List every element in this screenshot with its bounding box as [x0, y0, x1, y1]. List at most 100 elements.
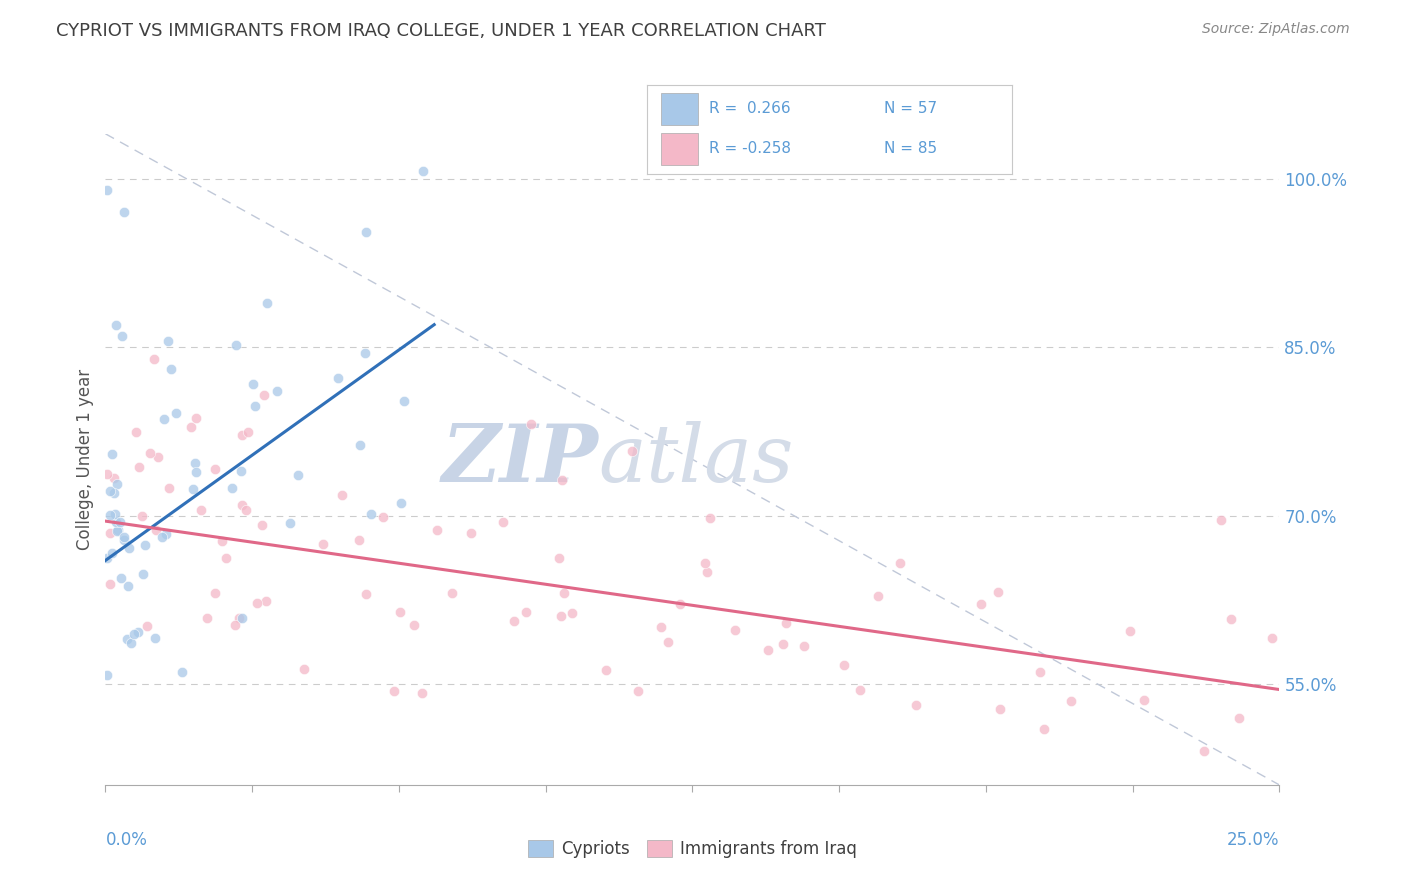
Point: [669, 597, 692, 611]
Point: [553, 586, 575, 600]
Point: [181, 482, 204, 496]
Point: [195, 611, 218, 625]
Point: [693, 556, 716, 570]
Point: [866, 589, 889, 603]
Point: [156, 334, 179, 349]
Point: [115, 632, 138, 647]
Text: Source: ZipAtlas.com: Source: ZipAtlas.com: [1202, 22, 1350, 37]
Text: R =  0.266: R = 0.266: [709, 102, 790, 116]
Point: [231, 498, 253, 512]
Point: [105, 476, 128, 491]
Text: N = 85: N = 85: [884, 142, 938, 156]
Point: [724, 623, 747, 637]
Point: [287, 468, 309, 483]
Point: [100, 447, 122, 461]
Point: [626, 683, 648, 698]
Point: [157, 482, 180, 496]
FancyBboxPatch shape: [661, 93, 697, 125]
Point: [110, 571, 132, 585]
Point: [254, 593, 277, 607]
Point: [440, 585, 463, 599]
Point: [100, 484, 122, 499]
Point: [905, 698, 928, 712]
Point: [1227, 711, 1250, 725]
Point: [112, 530, 135, 544]
Point: [152, 412, 174, 426]
Point: [215, 550, 238, 565]
Point: [412, 164, 434, 178]
Point: [170, 665, 193, 680]
Point: [775, 616, 797, 631]
Point: [389, 605, 412, 619]
Text: CYPRIOT VS IMMIGRANTS FROM IRAQ COLLEGE, UNDER 1 YEAR CORRELATION CHART: CYPRIOT VS IMMIGRANTS FROM IRAQ COLLEGE,…: [56, 22, 827, 40]
Point: [515, 605, 537, 619]
Text: 25.0%: 25.0%: [1227, 831, 1279, 849]
Point: [103, 471, 125, 485]
Point: [1209, 513, 1232, 527]
Point: [139, 446, 162, 460]
Point: [108, 515, 131, 529]
Point: [650, 620, 672, 634]
Point: [402, 618, 425, 632]
Text: 0.0%: 0.0%: [105, 831, 148, 849]
Point: [832, 657, 855, 672]
Point: [551, 474, 574, 488]
Point: [184, 410, 207, 425]
Point: [96, 550, 118, 565]
Point: [246, 596, 269, 610]
Point: [103, 486, 125, 500]
Point: [756, 643, 779, 657]
Point: [98, 508, 121, 523]
Point: [849, 683, 872, 698]
Point: [131, 509, 153, 524]
Point: [183, 456, 205, 470]
Point: [145, 524, 167, 538]
Point: [360, 507, 382, 521]
Point: [231, 428, 253, 442]
Point: [595, 663, 617, 677]
Point: [356, 225, 378, 239]
Point: [382, 684, 405, 698]
Point: [354, 587, 377, 601]
Point: [180, 420, 202, 434]
Point: [105, 515, 128, 529]
Point: [107, 523, 129, 537]
Point: [98, 526, 121, 541]
Point: [117, 579, 139, 593]
Point: [330, 488, 353, 502]
Point: [127, 625, 149, 640]
Point: [256, 296, 278, 310]
Point: [389, 496, 412, 510]
Point: [426, 523, 449, 537]
Point: [112, 205, 135, 219]
Point: [1220, 611, 1243, 625]
Point: [250, 517, 273, 532]
Point: [392, 393, 415, 408]
Point: [988, 702, 1011, 716]
Point: [278, 516, 301, 530]
Point: [1060, 694, 1083, 708]
Text: R = -0.258: R = -0.258: [709, 142, 792, 156]
Point: [150, 530, 173, 544]
Point: [105, 524, 128, 538]
Point: [347, 533, 370, 548]
Text: N = 57: N = 57: [884, 102, 938, 116]
Point: [100, 577, 122, 591]
Point: [793, 639, 815, 653]
Point: [143, 352, 166, 367]
Point: [460, 526, 482, 541]
Point: [143, 631, 166, 645]
Point: [136, 619, 159, 633]
Point: [229, 464, 252, 478]
Text: ZIP: ZIP: [441, 421, 599, 498]
Point: [772, 637, 794, 651]
Point: [231, 611, 253, 625]
Point: [134, 538, 156, 552]
Point: [492, 516, 515, 530]
Point: [225, 338, 247, 352]
Point: [253, 388, 276, 402]
Point: [696, 565, 718, 579]
Point: [292, 661, 315, 675]
Point: [1029, 665, 1052, 679]
Point: [1133, 692, 1156, 706]
